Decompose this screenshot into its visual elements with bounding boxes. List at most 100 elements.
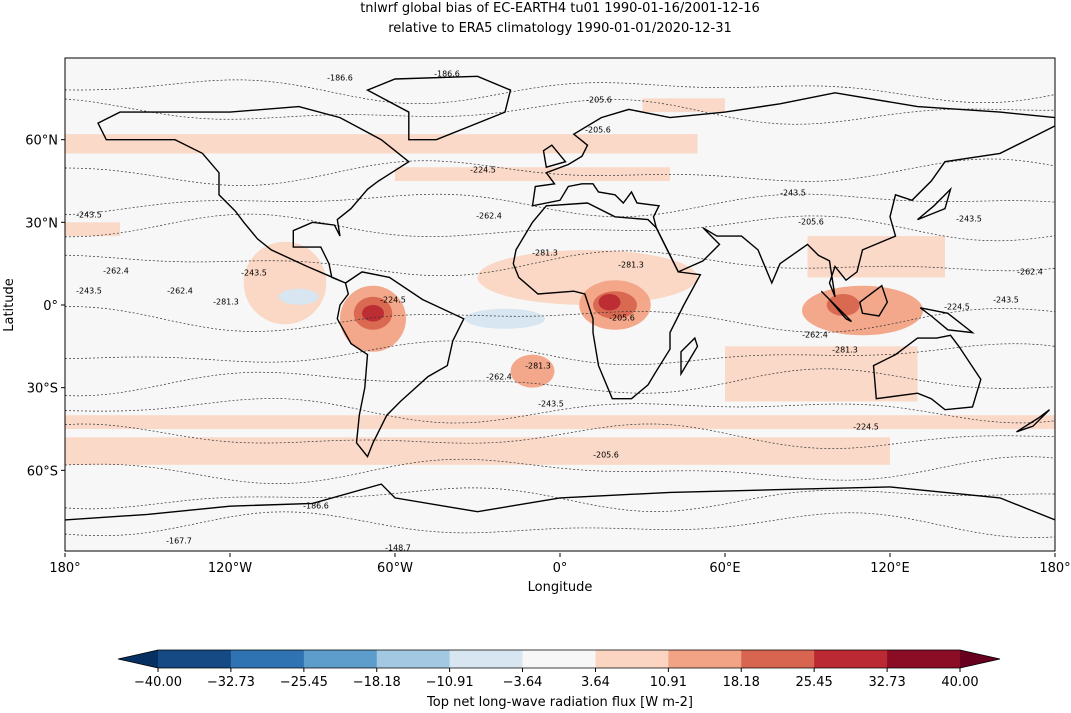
colorbar-bin [522, 650, 596, 668]
coastline [542, 144, 567, 169]
y-tick-label: 60°S [27, 464, 58, 479]
contour-label: -186.6 [327, 74, 353, 83]
contour-label: -224.5 [380, 296, 406, 305]
contour-label: -281.3 [213, 298, 239, 307]
colorbar-bin [376, 650, 451, 668]
contour-label: -205.6 [609, 314, 635, 323]
colorbar-bin [230, 650, 305, 668]
bias-band [65, 437, 890, 465]
x-tick-label: 60°W [377, 561, 413, 576]
contour-label: -224.5 [470, 166, 496, 175]
contour-label: -281.3 [832, 346, 858, 355]
contour-line [65, 511, 1055, 539]
colorbar-bin [814, 650, 888, 668]
contour-label: -167.7 [166, 537, 192, 546]
contour-line [65, 158, 1055, 186]
bias-band [642, 98, 725, 113]
contour-label: -281.3 [618, 261, 644, 270]
contour-label: -186.6 [434, 70, 460, 79]
contour-line [65, 79, 1055, 105]
bias-band [807, 236, 945, 278]
title-line: tnlwrf global bias of EC-EARTH4 tu01 199… [360, 1, 760, 16]
coastline [65, 483, 1055, 521]
contour-label: -205.6 [586, 96, 612, 105]
colorbar-tick-label: 3.64 [581, 675, 610, 690]
y-tick-label: 30°S [27, 382, 58, 397]
colorbar-bin [668, 650, 742, 668]
contour-line [65, 368, 1055, 397]
contour-line [65, 398, 1055, 424]
colorbar-label: Top net long-wave radiation flux [W m-2] [426, 695, 693, 709]
contour-line [65, 193, 1055, 218]
coastline [97, 105, 411, 284]
coastline [1016, 409, 1050, 433]
contour-label: -224.5 [944, 303, 970, 312]
contour-line [65, 340, 1055, 366]
coastline [859, 284, 889, 317]
x-tick-label: 120°W [208, 561, 252, 576]
colorbar-bin [595, 650, 669, 668]
bias-band [65, 222, 120, 237]
contour-label: -262.4 [486, 373, 512, 382]
contour-label: -262.4 [167, 287, 193, 296]
title-line: relative to ERA5 climatology 1990-01-01/… [388, 21, 732, 36]
bias-blob [243, 241, 327, 325]
bias-blob [598, 293, 621, 311]
coastline [919, 307, 975, 334]
colorbar-tick-label: 25.45 [796, 675, 833, 690]
colorbar-tick-label: 18.18 [723, 675, 760, 690]
contour-label: -243.5 [241, 269, 267, 278]
x-tick-label: 120°E [870, 561, 910, 576]
colorbar-bin [887, 650, 961, 668]
contour-label: -243.5 [780, 189, 806, 198]
y-tick-label: 30°N [25, 216, 58, 231]
contour-line [65, 98, 1055, 125]
contour-label: -262.4 [103, 267, 129, 276]
coastline [512, 202, 702, 400]
contour-label: -148.7 [385, 544, 411, 553]
coastline [336, 271, 465, 458]
contour-label: -243.5 [76, 287, 102, 296]
contour-line [65, 250, 1055, 277]
colorbar-extend-max [960, 650, 1000, 668]
contour-label: -243.5 [993, 296, 1019, 305]
colorbar-tick-label: −3.64 [503, 675, 543, 690]
bias-blob [362, 305, 384, 322]
contour-label: -262.4 [802, 331, 828, 340]
x-tick-label: 0° [553, 561, 568, 576]
colorbar-tick-label: 32.73 [869, 675, 906, 690]
coastline [872, 334, 982, 411]
coastline [365, 75, 512, 141]
y-tick-label: 60°N [25, 134, 58, 149]
y-tick-label: 0° [43, 299, 58, 314]
x-tick-label: 60°E [709, 561, 740, 576]
contour-line [65, 423, 1055, 449]
contour-label: -262.4 [1017, 268, 1043, 277]
contour-label: -243.5 [76, 211, 102, 220]
coastline [820, 290, 852, 323]
contour-line [65, 456, 1055, 484]
contour-label: -205.6 [585, 126, 611, 135]
colorbar-tick-label: −10.91 [426, 675, 474, 690]
colorbar-extend-min [118, 650, 158, 668]
coastline [917, 186, 952, 221]
y-axis-label: Latitude [2, 278, 17, 332]
contour-label: -243.5 [538, 400, 564, 409]
contour-label: -281.3 [532, 249, 558, 258]
bias-blob [826, 294, 860, 316]
contour-label: -205.6 [593, 451, 619, 460]
contour-label: -281.3 [525, 362, 551, 371]
x-axis-label: Longitude [528, 580, 593, 595]
map-area: -186.6 -186.6 -205.6 -205.6 -224.5 -243.5 -262… [65, 58, 1055, 553]
bias-band [725, 346, 918, 402]
colorbar-tick-label: 40.00 [941, 675, 978, 690]
x-tick-label: 180° [1039, 561, 1070, 576]
colorbar-bin [158, 650, 232, 668]
bias-band [395, 167, 670, 181]
bias-blob [465, 308, 545, 329]
coastline [680, 336, 699, 377]
colorbar-tick-label: −25.45 [280, 675, 328, 690]
bias-blob [278, 288, 319, 305]
coastline [531, 92, 1055, 297]
